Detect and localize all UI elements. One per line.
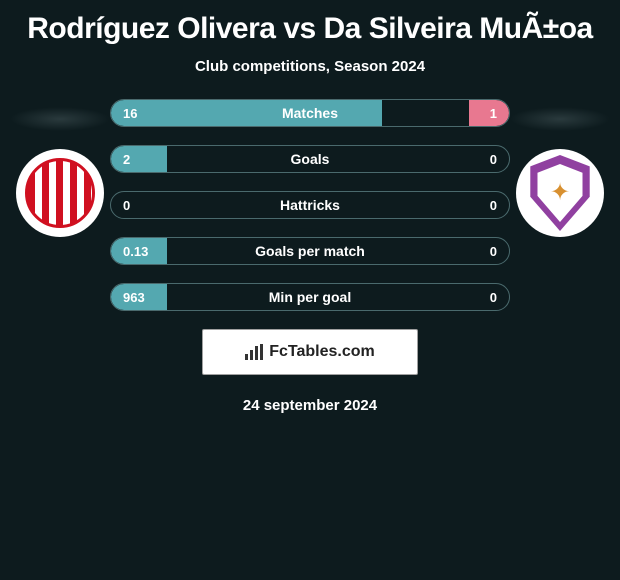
stat-right-value: 0 [490, 244, 497, 259]
watermark-text: FcTables.com [269, 343, 375, 361]
comparison-subtitle: Club competitions, Season 2024 [0, 58, 620, 75]
stat-row: 16Matches1 [110, 99, 510, 127]
club-logo-right: ✦ [516, 149, 604, 237]
comparison-date: 24 september 2024 [0, 397, 620, 414]
stat-rows: 16Matches12Goals00Hattricks00.13Goals pe… [110, 99, 510, 311]
player-left-avatar [10, 107, 110, 237]
stat-right-value: 0 [490, 198, 497, 213]
stat-row: 963Min per goal0 [110, 283, 510, 311]
club-logo-left [16, 149, 104, 237]
stat-right-value: 1 [490, 106, 497, 121]
phoenix-icon: ✦ [545, 178, 575, 208]
stat-label: Min per goal [111, 289, 509, 305]
stat-label: Goals [111, 151, 509, 167]
watermark: FcTables.com [202, 329, 418, 375]
club-logo-right-inner-icon: ✦ [535, 164, 585, 222]
club-logo-right-shield-icon: ✦ [527, 155, 593, 231]
stat-right-value: 0 [490, 290, 497, 305]
bar-chart-icon [245, 344, 265, 360]
stat-row: 0.13Goals per match0 [110, 237, 510, 265]
avatar-shadow-icon [10, 107, 110, 131]
avatar-shadow-icon [510, 107, 610, 131]
stat-label: Matches [111, 105, 509, 121]
stat-label: Goals per match [111, 243, 509, 259]
comparison-container: ✦ 16Matches12Goals00Hattricks00.13Goals … [0, 99, 620, 311]
stat-right-value: 0 [490, 152, 497, 167]
player-right-avatar: ✦ [510, 107, 610, 237]
stat-row: 0Hattricks0 [110, 191, 510, 219]
club-logo-left-stripes-icon [25, 158, 95, 228]
stat-label: Hattricks [111, 197, 509, 213]
comparison-title: Rodríguez Olivera vs Da Silveira MuÃ±oa [0, 0, 620, 46]
stat-row: 2Goals0 [110, 145, 510, 173]
